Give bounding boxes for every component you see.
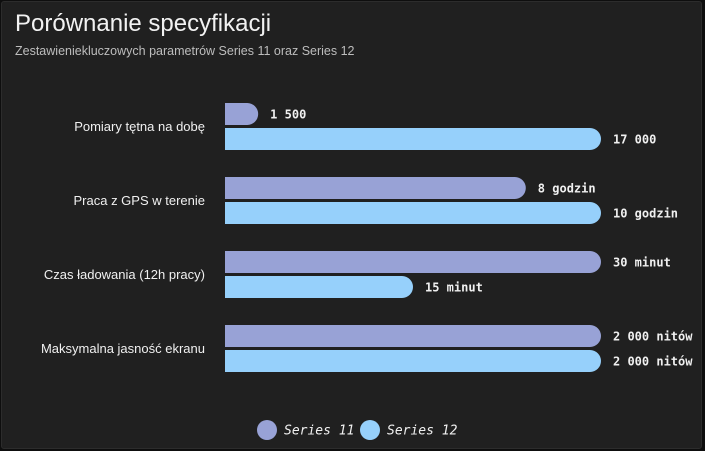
- legend-label: Series 12: [387, 424, 458, 439]
- value-label: 30 minut: [613, 256, 671, 270]
- bar-series-12: [225, 128, 601, 150]
- category-label: Praca z GPS w terenie: [74, 193, 206, 208]
- legend-label: Series 11: [284, 424, 354, 439]
- bar-series-12: [225, 276, 413, 298]
- value-label: 8 godzin: [538, 182, 596, 196]
- bar-series-11: [225, 177, 526, 199]
- bars: [225, 103, 601, 372]
- category-label: Czas ładowania (12h pracy): [44, 267, 205, 282]
- value-label: 2 000 nitów: [613, 355, 693, 369]
- legend-swatch: [257, 420, 277, 440]
- bar-series-11: [225, 251, 601, 273]
- bar-series-12: [225, 350, 601, 372]
- page-title: Porównanie specyfikacji: [15, 10, 272, 37]
- value-label: 10 godzin: [613, 207, 678, 221]
- value-labels: 1 500 17 000 8 godzin 10 godzin 30 minut 15 m…: [270, 108, 693, 369]
- category-labels: Pomiary tętna na dobę Praca z GPS w teren…: [41, 119, 205, 356]
- bar-series-12: [225, 202, 601, 224]
- value-label: 2 000 nitów: [613, 330, 693, 344]
- legend-swatch: [360, 420, 380, 440]
- category-label: Maksymalna jasność ekranu: [41, 341, 205, 356]
- category-label: Pomiary tętna na dobę: [74, 119, 205, 134]
- bar-series-11: [225, 103, 259, 125]
- page-subtitle: Zestawieniekluczowych parametrów Series …: [15, 44, 355, 58]
- bar-series-11: [225, 325, 601, 347]
- value-label: 15 minut: [425, 281, 483, 295]
- value-label: 1 500: [270, 108, 306, 122]
- legend: Series 11 Series 12: [257, 420, 458, 440]
- value-label: 17 000: [613, 133, 656, 147]
